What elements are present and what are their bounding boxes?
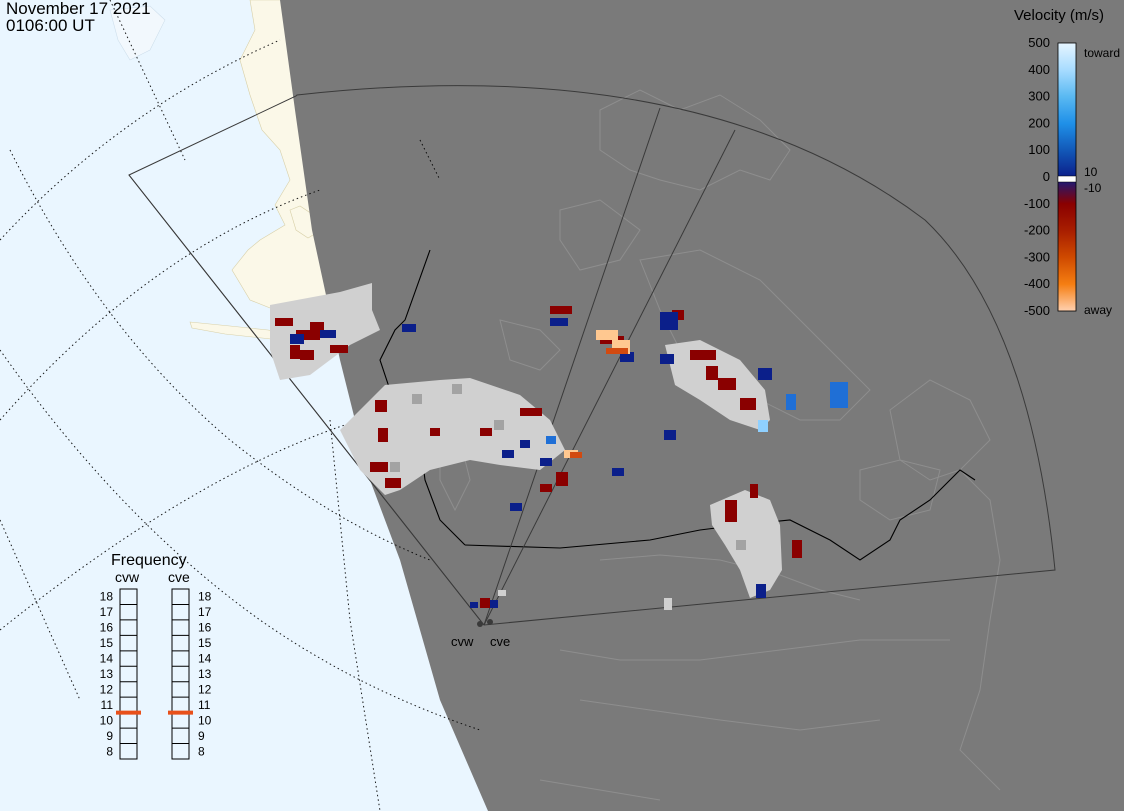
colorbar-tick-label: -100 <box>1024 196 1050 211</box>
echo-cells <box>270 283 848 610</box>
velocity-colorbar: Velocity (m/s) 500 400 300 200 100 0 -100 -200 -… <box>1014 7 1120 318</box>
nw-land-sliver <box>109 5 166 61</box>
frequency-radar-cvw: cvw <box>115 569 140 585</box>
radar-label-cve: cve <box>490 634 510 649</box>
frequency-scale-label: 14 <box>100 652 114 666</box>
frequency-scale-label: 11 <box>198 698 211 712</box>
frequency-scale-label: 16 <box>198 621 212 635</box>
frequency-scale-label: 14 <box>198 652 212 666</box>
frequency-scale-label: 9 <box>106 729 113 743</box>
frequency-bar-cve <box>171 588 190 760</box>
radar-sites: cvw cve <box>451 619 510 649</box>
frequency-marker-cvw <box>116 710 141 715</box>
colorbar-label-away: away <box>1084 303 1112 317</box>
colorbar-tick-label: 300 <box>1028 89 1050 104</box>
frequency-scale-label: 12 <box>100 682 114 696</box>
header-date: November 17 2021 <box>6 0 151 18</box>
colorbar-tick-label: 0 <box>1043 169 1050 184</box>
header-time: 0106:00 UT <box>6 16 95 35</box>
frequency-scale-label: 8 <box>106 744 113 758</box>
colorbar-zero-gap <box>1057 175 1077 183</box>
frequency-bar-cvw <box>119 588 138 760</box>
radar-marker-cve <box>487 619 493 625</box>
colorbar-title: Velocity (m/s) <box>1014 7 1104 24</box>
night-shade <box>280 0 1124 811</box>
frequency-scale-label: 15 <box>198 636 212 650</box>
colorbar-tick-label: -500 <box>1024 303 1050 318</box>
geo-grid <box>0 0 481 811</box>
frequency-scale-label: 11 <box>101 698 114 712</box>
colorbar-tick-label: 500 <box>1028 35 1050 50</box>
frequency-scale-label: 17 <box>198 605 212 619</box>
radar-label-cvw: cvw <box>451 634 474 649</box>
colorbar-tick-label: -400 <box>1024 276 1050 291</box>
frequency-scale-label: 8 <box>198 744 205 758</box>
colorbar-tick-label: -300 <box>1024 249 1050 264</box>
frequency-scale-label: 12 <box>198 682 212 696</box>
frequency-title: Frequency <box>111 552 187 569</box>
colorbar-tick-label: -200 <box>1024 223 1050 238</box>
fov-outline <box>128 85 1056 626</box>
frequency-radar-cve: cve <box>168 569 190 585</box>
colorbar-tick-label: 200 <box>1028 115 1050 130</box>
frequency-scale-label: 17 <box>100 605 114 619</box>
colorbar-label-toward: toward <box>1084 46 1120 60</box>
frequency-scale-label: 10 <box>100 713 114 727</box>
frequency-scale-label: 15 <box>100 636 114 650</box>
frequency-scale-label: 18 <box>198 590 212 604</box>
frequency-scale-label: 13 <box>198 667 212 681</box>
frequency-marker-cve <box>168 710 193 715</box>
colorbar-tick-label: 400 <box>1028 62 1050 77</box>
colorbar-label-neg-threshold: -10 <box>1084 181 1102 195</box>
frequency-scale-label: 16 <box>100 621 114 635</box>
frequency-scale-label: 10 <box>198 713 212 727</box>
frequency-scale-label: 13 <box>100 667 114 681</box>
colorbar-label-pos-threshold: 10 <box>1084 165 1098 179</box>
colorbar-tick-label: 100 <box>1028 142 1050 157</box>
radar-marker-cvw <box>477 621 483 627</box>
colorbar-ticks: 500 400 300 200 100 0 -100 -200 -300 -400 -500 <box>1024 35 1050 318</box>
frequency-scale-label: 9 <box>198 729 205 743</box>
frequency-scale-label: 18 <box>100 590 114 604</box>
